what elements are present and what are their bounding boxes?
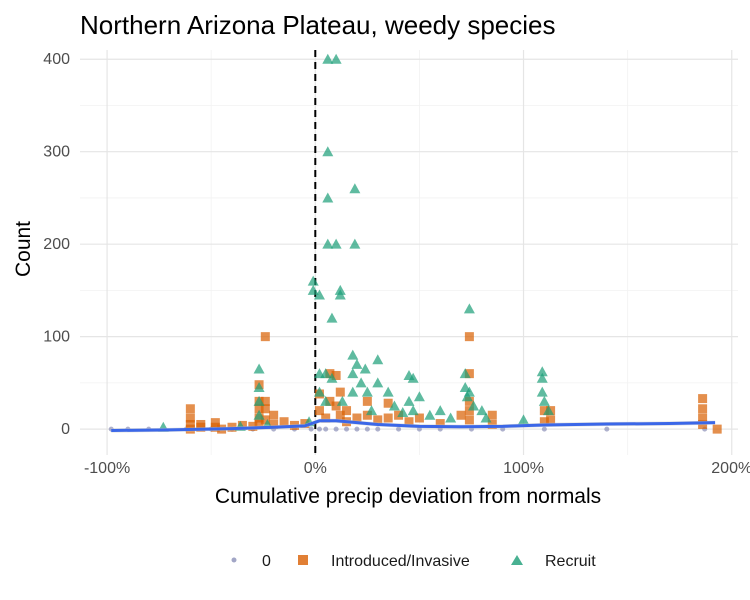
point-introduced-invasive <box>342 406 351 415</box>
chart-title: Northern Arizona Plateau, weedy species <box>80 10 556 40</box>
point-recruit <box>362 387 373 397</box>
legend-label-zero: 0 <box>262 553 271 570</box>
y-tick-label: 300 <box>43 144 70 161</box>
legend-marker-introduced-invasive <box>298 555 308 565</box>
legend: 0 Introduced/Invasive Recruit <box>232 553 597 570</box>
point-recruit <box>308 276 319 286</box>
point-recruit <box>347 387 358 397</box>
grid <box>80 50 738 455</box>
y-tick-label: 400 <box>43 51 70 68</box>
x-tick-label: -100% <box>84 460 130 477</box>
point-introduced-invasive <box>698 404 707 413</box>
point-introduced-invasive <box>336 388 345 397</box>
point-recruit <box>366 405 377 415</box>
point-recruit <box>372 377 383 387</box>
point-0 <box>334 427 339 432</box>
point-recruit <box>383 387 394 397</box>
x-axis-label: Cumulative precip deviation from normals <box>215 485 601 508</box>
x-axis-ticks: -100% 0% 100% 200% <box>84 460 750 477</box>
point-recruit <box>464 303 475 313</box>
point-0 <box>344 427 349 432</box>
point-recruit <box>537 387 548 397</box>
point-recruit <box>347 350 358 360</box>
point-0 <box>317 427 322 432</box>
point-recruit <box>539 396 550 406</box>
point-introduced-invasive <box>465 415 474 424</box>
point-introduced-invasive <box>465 332 474 341</box>
point-recruit <box>337 396 348 406</box>
point-introduced-invasive <box>269 411 278 420</box>
point-0 <box>604 427 609 432</box>
legend-marker-recruit <box>511 555 523 565</box>
point-introduced-invasive <box>384 414 393 423</box>
point-0 <box>542 427 547 432</box>
y-tick-label: 200 <box>43 236 70 253</box>
y-tick-label: 100 <box>43 329 70 346</box>
legend-label-introduced-invasive: Introduced/Invasive <box>331 553 470 570</box>
point-recruit <box>326 313 337 323</box>
point-recruit <box>254 364 265 374</box>
point-0 <box>354 427 359 432</box>
point-recruit <box>518 414 529 424</box>
point-recruit <box>414 391 425 401</box>
point-recruit <box>424 410 435 420</box>
point-introduced-invasive <box>261 332 270 341</box>
point-introduced-invasive <box>363 397 372 406</box>
x-tick-label: 0% <box>304 460 327 477</box>
x-tick-label: 200% <box>711 460 750 477</box>
y-tick-label: 0 <box>61 421 70 438</box>
point-recruit <box>435 405 446 415</box>
y-axis-ticks: 0 100 200 300 400 <box>43 51 70 438</box>
point-recruit <box>356 377 367 387</box>
point-recruit <box>322 192 333 202</box>
point-0 <box>365 427 370 432</box>
point-recruit <box>372 354 383 364</box>
point-recruit <box>404 396 415 406</box>
point-recruit <box>445 413 456 423</box>
point-0 <box>323 427 328 432</box>
point-recruit <box>347 368 358 378</box>
point-recruit <box>308 285 319 295</box>
point-recruit <box>408 405 419 415</box>
point-introduced-invasive <box>713 425 722 434</box>
x-tick-label: 100% <box>503 460 544 477</box>
point-0 <box>375 427 380 432</box>
point-introduced-invasive <box>457 411 466 420</box>
legend-marker-zero <box>232 558 237 563</box>
point-introduced-invasive <box>698 394 707 403</box>
point-recruit <box>349 183 360 193</box>
point-recruit <box>351 359 362 369</box>
y-axis-label: Count <box>12 221 35 277</box>
point-introduced-invasive <box>186 404 195 413</box>
legend-label-recruit: Recruit <box>545 553 596 570</box>
